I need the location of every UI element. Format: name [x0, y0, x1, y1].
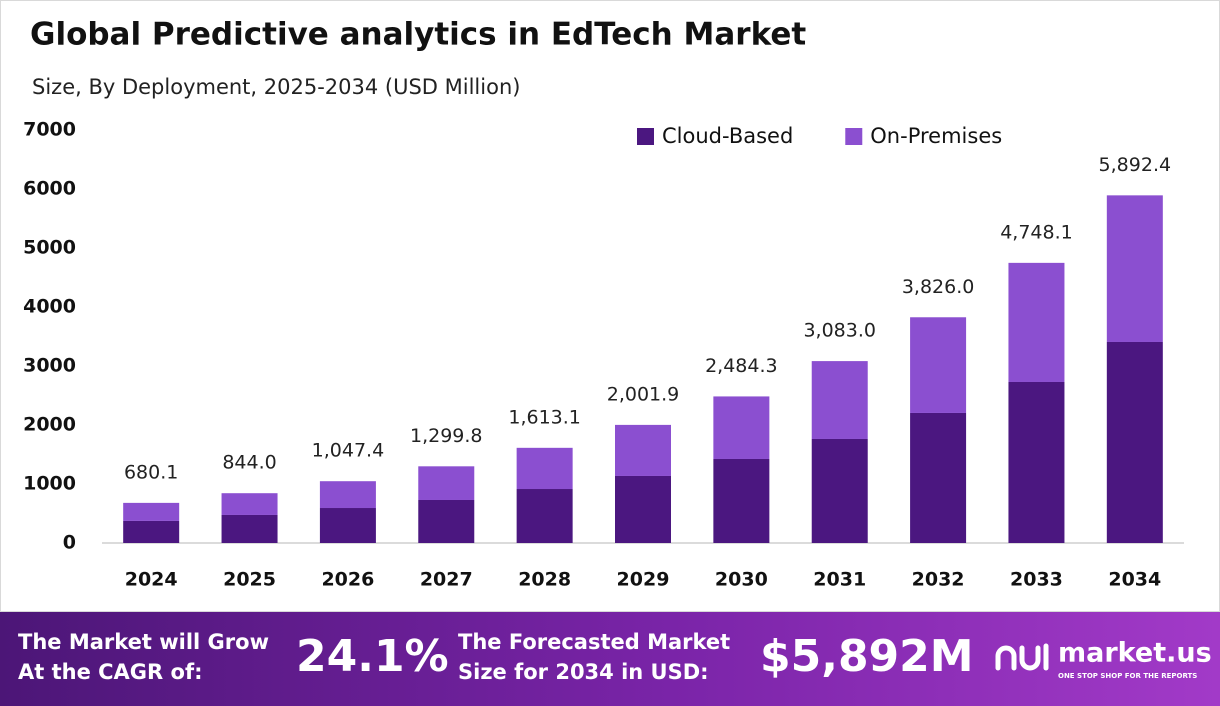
cagr-label: The Market will Grow	[18, 630, 269, 654]
y-tick-label: 4000	[23, 296, 76, 318]
bar-segment	[1008, 381, 1065, 543]
x-tick-label: 2033	[1010, 569, 1063, 591]
cagr-value: 24.1%	[296, 631, 449, 682]
total-label: 3,826.0	[902, 276, 975, 298]
total-label: 1,299.8	[410, 425, 483, 447]
chart-title: Global Predictive analytics in EdTech Ma…	[30, 17, 806, 53]
forecast-label: Size for 2034 in USD:	[458, 660, 709, 684]
total-label: 2,484.3	[705, 355, 778, 377]
bar-segment	[615, 475, 671, 543]
bar-segment	[811, 438, 868, 543]
x-tick-label: 2026	[321, 569, 374, 591]
total-label: 1,613.1	[508, 406, 581, 428]
bar-segment	[910, 412, 967, 543]
bar-segment	[516, 447, 573, 490]
bar-segment	[713, 396, 770, 459]
total-label: 3,083.0	[803, 320, 876, 342]
x-tick-label: 2031	[813, 569, 866, 591]
legend-label: On-Premises	[870, 124, 1002, 148]
y-tick-label: 3000	[23, 355, 76, 377]
brand-name: market.us	[1058, 638, 1212, 669]
x-tick-label: 2025	[223, 569, 276, 591]
x-tick-label: 2027	[420, 569, 473, 591]
y-tick-label: 0	[63, 532, 76, 554]
forecast-label: The Forecasted Market	[458, 630, 730, 654]
bar-segment	[123, 520, 180, 543]
bar-segment	[516, 489, 573, 543]
total-label: 844.0	[222, 452, 276, 474]
total-label: 1,047.4	[312, 440, 385, 462]
bar-segment	[811, 361, 868, 439]
footer-banner	[0, 612, 1220, 706]
cagr-label: At the CAGR of:	[18, 660, 203, 684]
bar-segment	[319, 508, 376, 543]
x-tick-label: 2029	[617, 569, 670, 591]
bar-segment	[418, 499, 475, 543]
bar-segment	[1106, 341, 1163, 543]
bar-segment	[221, 514, 278, 543]
bar-segment	[615, 424, 671, 476]
bar-segment	[1106, 195, 1163, 342]
y-tick-label: 1000	[23, 473, 76, 495]
total-label: 680.1	[124, 461, 178, 483]
x-tick-label: 2028	[518, 569, 571, 591]
total-label: 5,892.4	[1099, 154, 1172, 176]
footer: The Market will Grow At the CAGR of: 24.…	[18, 630, 1212, 684]
brand-logo	[995, 643, 1049, 671]
y-tick-label: 5000	[23, 237, 76, 259]
legend-swatch	[845, 128, 863, 145]
legend-swatch	[637, 128, 654, 145]
total-label: 2,001.9	[607, 383, 680, 405]
bar-segment	[910, 317, 967, 413]
total-label: 4,748.1	[1000, 221, 1073, 243]
x-tick-label: 2032	[912, 569, 965, 591]
legend-label: Cloud-Based	[662, 124, 793, 148]
y-tick-label: 7000	[23, 119, 76, 141]
bar-segment	[713, 458, 770, 543]
chart-subtitle: Size, By Deployment, 2025-2034 (USD Mill…	[32, 75, 520, 99]
y-tick-label: 2000	[23, 414, 76, 436]
bar-segment	[221, 493, 278, 515]
forecast-value: $5,892M	[760, 631, 974, 682]
x-tick-label: 2024	[125, 569, 178, 591]
bar-segment	[1008, 262, 1065, 382]
bar-segment	[418, 466, 475, 500]
bar-segment	[319, 481, 376, 509]
x-tick-label: 2034	[1108, 569, 1161, 591]
bar-segment	[123, 502, 180, 521]
x-tick-label: 2030	[715, 569, 768, 591]
y-tick-label: 6000	[23, 178, 76, 200]
brand-tagline: ONE STOP SHOP FOR THE REPORTS	[1058, 672, 1197, 680]
